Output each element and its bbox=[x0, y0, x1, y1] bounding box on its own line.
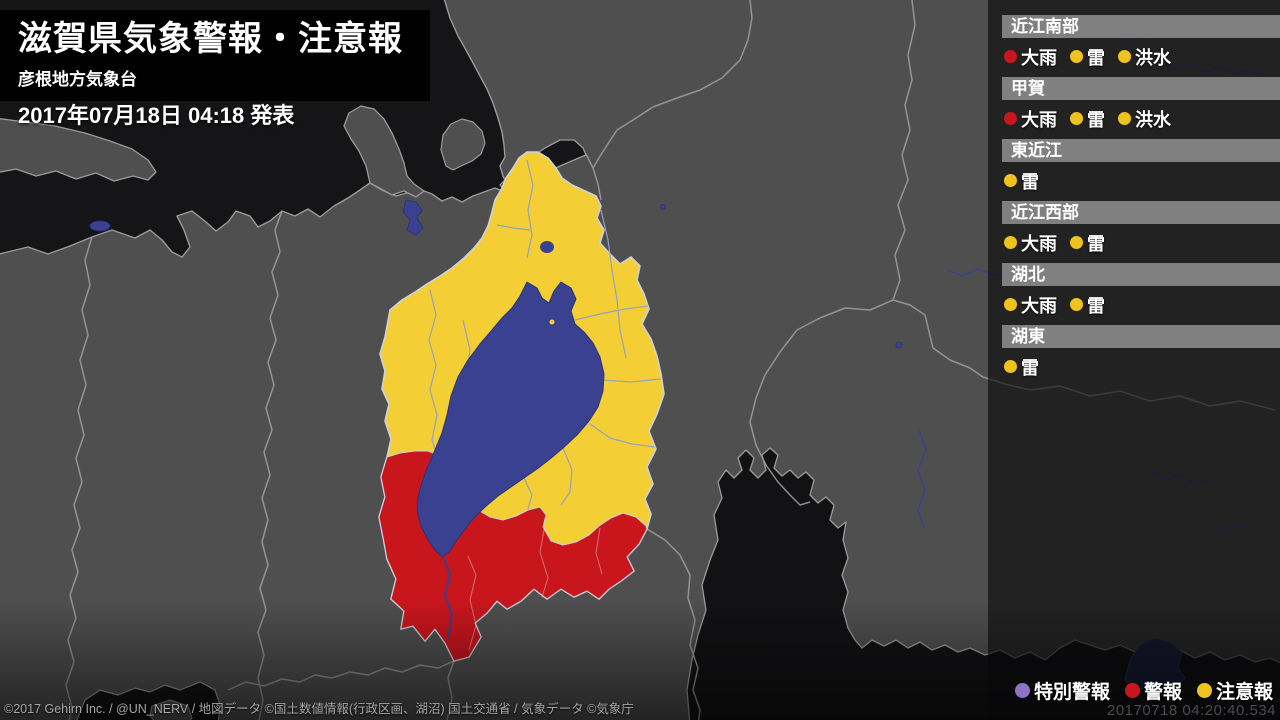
tsuruga-island bbox=[440, 118, 486, 171]
warning-dot-icon bbox=[1070, 298, 1083, 311]
warning-label: 大雨 bbox=[1021, 295, 1057, 316]
region-block: 近江南部 大雨 雷 洪水 bbox=[1002, 15, 1280, 70]
warning-label: 大雨 bbox=[1021, 233, 1057, 254]
warning-chip: 雷 bbox=[1004, 168, 1039, 194]
warning-chip: 大雨 bbox=[1004, 292, 1057, 318]
legend: 特別警報 警報 注意報 bbox=[1014, 677, 1273, 704]
warning-label: 大雨 bbox=[1021, 47, 1057, 68]
issued-datetime: 2017年07月18日 04:18 発表 bbox=[18, 103, 295, 128]
legend-label: 警報 bbox=[1143, 682, 1182, 703]
render-timestamp: 20170718 04:20:40.534 bbox=[1107, 702, 1276, 719]
warning-label: 洪水 bbox=[1135, 47, 1171, 68]
legend-label: 注意報 bbox=[1215, 682, 1273, 703]
legend-item: 特別警報 bbox=[1014, 677, 1110, 704]
legend-item: 警報 bbox=[1124, 677, 1182, 704]
warning-dot-icon bbox=[1070, 50, 1083, 63]
warning-chip: 雷 bbox=[1004, 354, 1039, 380]
region-block: 湖北 大雨 雷 bbox=[1002, 263, 1280, 318]
warning-dot-icon bbox=[1124, 683, 1140, 698]
warning-label: 雷 bbox=[1087, 233, 1105, 254]
region-name: 甲賀 bbox=[1002, 77, 1280, 100]
warnings-panel: 近江南部 大雨 雷 洪水 甲賀 大雨 雷 bbox=[988, 0, 1280, 720]
warning-dot-icon bbox=[1004, 360, 1017, 373]
warning-dot-icon bbox=[1004, 236, 1017, 249]
region-name: 湖東 bbox=[1002, 325, 1280, 348]
warning-dot-icon bbox=[1070, 236, 1083, 249]
region-warnings: 大雨 雷 洪水 bbox=[1004, 106, 1280, 132]
copyright-text: ©2017 Gehirn Inc. / @UN_NERV / 地図データ ©国土… bbox=[4, 702, 634, 716]
warning-dot-icon bbox=[1118, 50, 1131, 63]
warning-label: 雷 bbox=[1087, 295, 1105, 316]
page-title: 滋賀県気象警報・注意報 bbox=[18, 20, 403, 58]
lake-yogo bbox=[540, 241, 554, 253]
region-name: 近江西部 bbox=[1002, 201, 1280, 224]
warning-chip: 雷 bbox=[1070, 106, 1105, 132]
tsuruga-peninsula bbox=[343, 105, 425, 198]
region-warnings: 大雨 雷 bbox=[1004, 230, 1280, 256]
advisory-dot-icon bbox=[1196, 683, 1212, 698]
lake-biwa bbox=[416, 281, 605, 558]
region-name: 湖北 bbox=[1002, 263, 1280, 286]
warning-dot-icon bbox=[1004, 112, 1017, 125]
warning-dot-icon bbox=[1004, 174, 1017, 187]
region-warnings: 雷 bbox=[1004, 354, 1280, 380]
region-warnings: 大雨 雷 洪水 bbox=[1004, 44, 1280, 70]
warning-chip: 洪水 bbox=[1118, 106, 1171, 132]
warning-dot-icon bbox=[1004, 50, 1017, 63]
biwa-island bbox=[549, 319, 555, 325]
warning-label: 雷 bbox=[1021, 171, 1039, 192]
warning-dot-icon bbox=[1070, 112, 1083, 125]
observatory-name: 彦根地方気象台 bbox=[18, 70, 137, 90]
region-warnings: 雷 bbox=[1004, 168, 1280, 194]
warning-dot-icon bbox=[1118, 112, 1131, 125]
legend-item: 注意報 bbox=[1196, 677, 1273, 704]
special-warning-dot-icon bbox=[1014, 683, 1030, 698]
region-name: 近江南部 bbox=[1002, 15, 1280, 38]
region-block: 甲賀 大雨 雷 洪水 bbox=[1002, 77, 1280, 132]
warning-dot-icon bbox=[1004, 298, 1017, 311]
warning-chip: 雷 bbox=[1070, 44, 1105, 70]
region-block: 湖東 雷 bbox=[1002, 325, 1280, 380]
region-warnings: 大雨 雷 bbox=[1004, 292, 1280, 318]
warning-chip: 大雨 bbox=[1004, 230, 1057, 256]
warning-chip: 雷 bbox=[1070, 292, 1105, 318]
region-name: 東近江 bbox=[1002, 139, 1280, 162]
warning-chip: 雷 bbox=[1070, 230, 1105, 256]
title-box: 滋賀県気象警報・注意報 彦根地方気象台 bbox=[0, 10, 430, 102]
coast-blob-topleft bbox=[0, 118, 157, 182]
warning-label: 洪水 bbox=[1135, 109, 1171, 130]
region-block: 近江西部 大雨 雷 bbox=[1002, 201, 1280, 256]
small-lakes bbox=[89, 199, 903, 349]
warning-label: 雷 bbox=[1087, 109, 1105, 130]
warning-chip: 大雨 bbox=[1004, 44, 1057, 70]
warning-label: 大雨 bbox=[1021, 109, 1057, 130]
region-block: 東近江 雷 bbox=[1002, 139, 1280, 194]
warning-chip: 洪水 bbox=[1118, 44, 1171, 70]
warning-chip: 大雨 bbox=[1004, 106, 1057, 132]
warning-label: 雷 bbox=[1021, 357, 1039, 378]
legend-label: 特別警報 bbox=[1033, 682, 1110, 703]
warning-label: 雷 bbox=[1087, 47, 1105, 68]
